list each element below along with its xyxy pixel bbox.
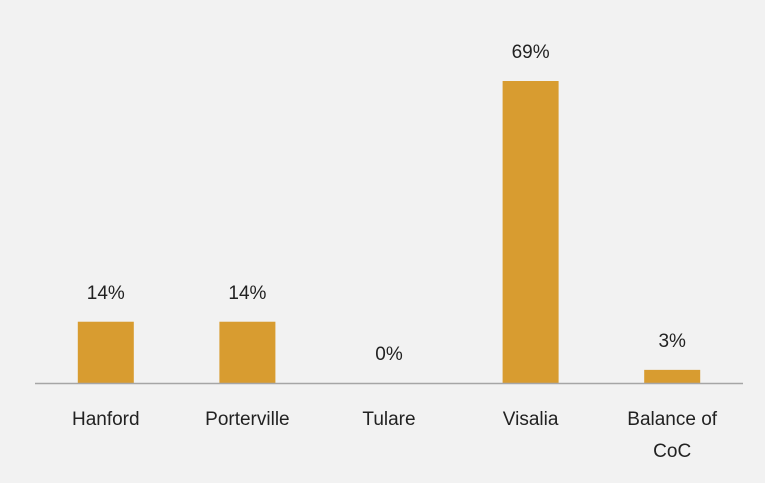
data-label: 14% [228,282,267,304]
x-tick-label: Visalia [502,409,559,430]
x-tick-label: Tulare [362,409,416,430]
x-tick-label: Balance of CoC [627,409,718,462]
x-tick-label: Porterville [205,409,290,430]
bar [502,81,559,383]
x-tick-label: Hanford [71,409,140,430]
bar [219,321,276,383]
data-label: 3% [658,330,686,352]
bar [77,321,134,383]
data-label: 69% [511,42,550,63]
data-label: 14% [86,282,125,304]
data-label: 0% [375,344,403,365]
bar [644,369,701,383]
